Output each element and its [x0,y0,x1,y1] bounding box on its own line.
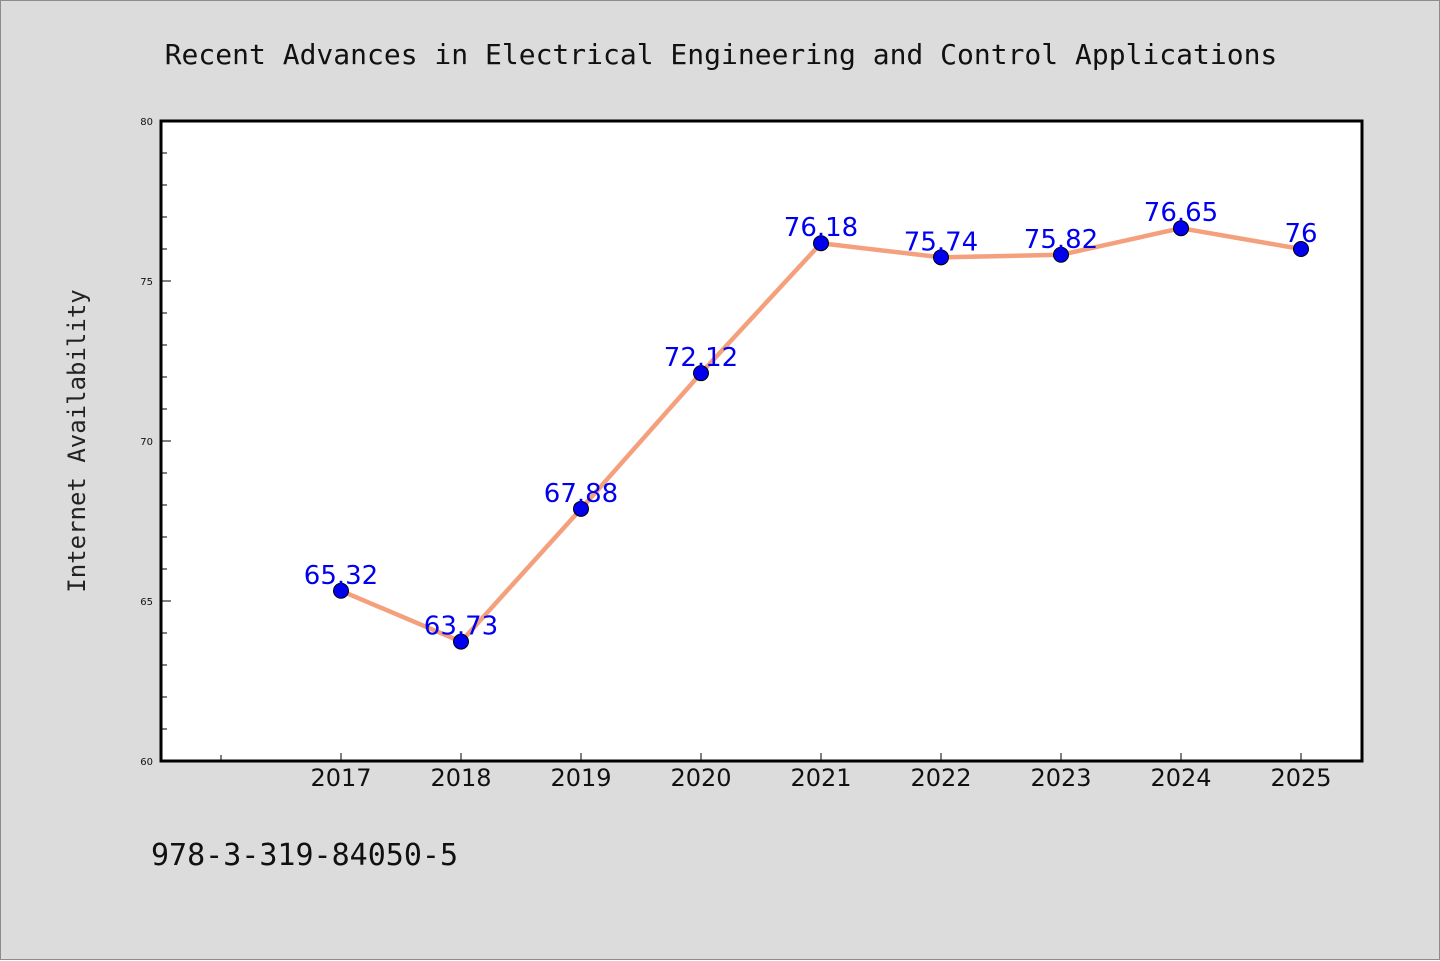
data-point-2024 [1173,220,1189,237]
x-tick-label: 2022 [910,764,971,792]
data-point-2018 [453,633,469,650]
y-axis: 60 65 70 75 80 [140,117,171,768]
data-point-2017 [333,582,349,599]
x-tick-label: 2025 [1270,764,1331,792]
series-layer [333,220,1309,650]
chart-title: Recent Advances in Electrical Engineerin… [165,38,1278,71]
x-tick-label: 2020 [670,764,731,792]
y-tick-label: 80 [140,117,153,128]
data-label-2020: 72.12 [664,343,738,373]
y-tick-label: 75 [140,277,153,288]
x-tick-label: 2019 [550,764,611,792]
data-label-layer: 65.32 63.73 67.88 72.12 76.18 75.74 75.82 76.65… [304,198,1318,641]
x-tick-label: 2018 [430,764,491,792]
x-tick-label: 2017 [310,764,371,792]
x-tick-label: 2023 [1030,764,1091,792]
data-label-2024: 76.65 [1144,198,1218,228]
x-tick-label: 2024 [1150,764,1211,792]
data-label-2021: 76.18 [784,213,858,243]
y-tick-label: 70 [140,437,153,448]
data-label-2019: 67.88 [544,479,618,509]
data-point-2020 [693,365,709,382]
data-label-2017: 65.32 [304,561,378,591]
data-point-2022 [933,249,949,266]
data-label-2023: 75.82 [1024,225,1098,255]
isbn-annotation: 978-3-319-84050-5 [151,838,458,873]
data-label-2025: 76 [1284,219,1317,249]
data-point-2019 [573,500,589,517]
data-label-2018: 63.73 [424,612,498,642]
x-tick-label: 2021 [790,764,851,792]
y-tick-label: 65 [140,597,153,608]
data-point-2025 [1293,241,1309,257]
data-label-2022: 75.74 [904,227,978,257]
data-point-2021 [813,235,829,252]
plot-area [159,119,1364,763]
y-axis-label: Internet Availability [63,289,91,592]
y-tick-label: 60 [140,757,153,768]
x-axis: 2017 2018 2019 2020 2021 2022 2023 2024 2025 [220,753,1332,792]
data-point-2023 [1053,246,1069,263]
